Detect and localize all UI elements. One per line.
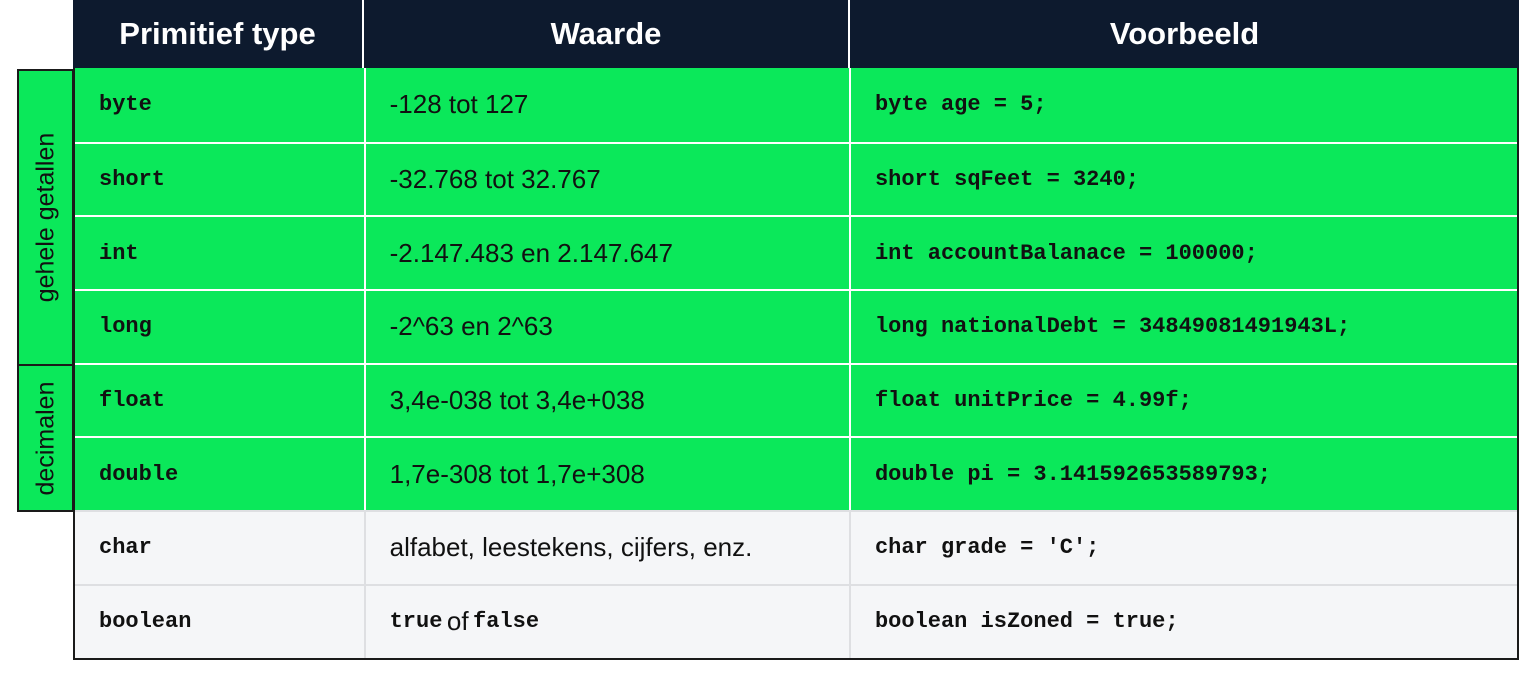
value-cell: -2^63 en 2^63 [366, 291, 851, 363]
header-value: Waarde [364, 0, 850, 68]
type-cell: int [75, 217, 366, 290]
table-row: long -2^63 en 2^63 long nationalDebt = 3… [75, 289, 1517, 363]
group-label-decimals: decimalen [17, 364, 74, 512]
example-cell: float unitPrice = 4.99f; [874, 388, 1192, 414]
value-text: -2.147.483 en 2.147.647 [389, 237, 673, 268]
type-cell: float [75, 364, 366, 437]
type-cell: byte [75, 68, 366, 142]
table-row: byte -128 tot 127 byte age = 5; [75, 68, 1517, 142]
example-cell: char grade = 'C'; [874, 535, 1100, 561]
type-cell: boolean [75, 585, 366, 658]
table-row: int -2.147.483 en 2.147.647 int accountB… [75, 215, 1517, 290]
table-row: boolean true of false boolean isZoned = … [75, 583, 1517, 658]
header-example: Voorbeeld [1109, 16, 1260, 51]
value-text: -32.768 tot 32.767 [389, 164, 601, 195]
example-cell: double pi = 3.141592653589793; [874, 461, 1272, 487]
value-text: -2^63 en 2^63 [389, 311, 553, 342]
value-part: of [446, 606, 469, 637]
group-label-text: gehele getallen [31, 132, 59, 303]
value-text: alfabet, leestekens, cijfers, enz. [389, 532, 753, 563]
table-row: double 1,7e-308 tot 1,7e+308 double pi =… [75, 436, 1517, 511]
value-cell: 1,7e-308 tot 1,7e+308 [366, 438, 851, 511]
table-header: Primitief type Waarde Voorbeeld [73, 0, 1519, 68]
value-cell: -32.768 tot 32.767 [366, 143, 851, 216]
table-row: char alfabet, leestekens, cijfers, enz. … [75, 510, 1517, 584]
group-label-whole-numbers: gehele getallen [17, 69, 74, 366]
value-part: false [473, 609, 540, 635]
example-cell: byte age = 5; [874, 92, 1047, 118]
value-part: true [389, 609, 443, 635]
value-cell: true of false [366, 585, 851, 658]
type-cell: short [75, 143, 366, 216]
table-row: short -32.768 tot 32.767 short sqFeet = … [75, 141, 1517, 216]
type-cell: char [75, 512, 366, 584]
value-cell: alfabet, leestekens, cijfers, enz. [366, 512, 851, 584]
value-cell: -2.147.483 en 2.147.647 [366, 217, 851, 290]
type-cell: long [75, 291, 366, 363]
value-cell: 3,4e-038 tot 3,4e+038 [366, 364, 851, 437]
value-text: -128 tot 127 [389, 89, 529, 120]
value-text: 3,4e-038 tot 3,4e+038 [389, 385, 645, 416]
header-type: Primitief type [73, 0, 364, 68]
type-cell: double [75, 438, 366, 511]
table-row: float 3,4e-038 tot 3,4e+038 float unitPr… [75, 362, 1517, 437]
example-cell: boolean isZoned = true; [874, 609, 1179, 635]
example-cell: int accountBalanace = 100000; [874, 240, 1258, 266]
value-text: 1,7e-308 tot 1,7e+308 [389, 458, 645, 489]
primitive-types-table: Primitief type Waarde Voorbeeld byte -12… [73, 0, 1519, 660]
example-cell: short sqFeet = 3240; [874, 167, 1139, 193]
group-label-text: decimalen [31, 381, 60, 495]
value-cell: -128 tot 127 [366, 68, 851, 142]
example-cell: long nationalDebt = 34849081491943L; [874, 314, 1351, 340]
table-body: byte -128 tot 127 byte age = 5; short -32… [73, 68, 1519, 660]
